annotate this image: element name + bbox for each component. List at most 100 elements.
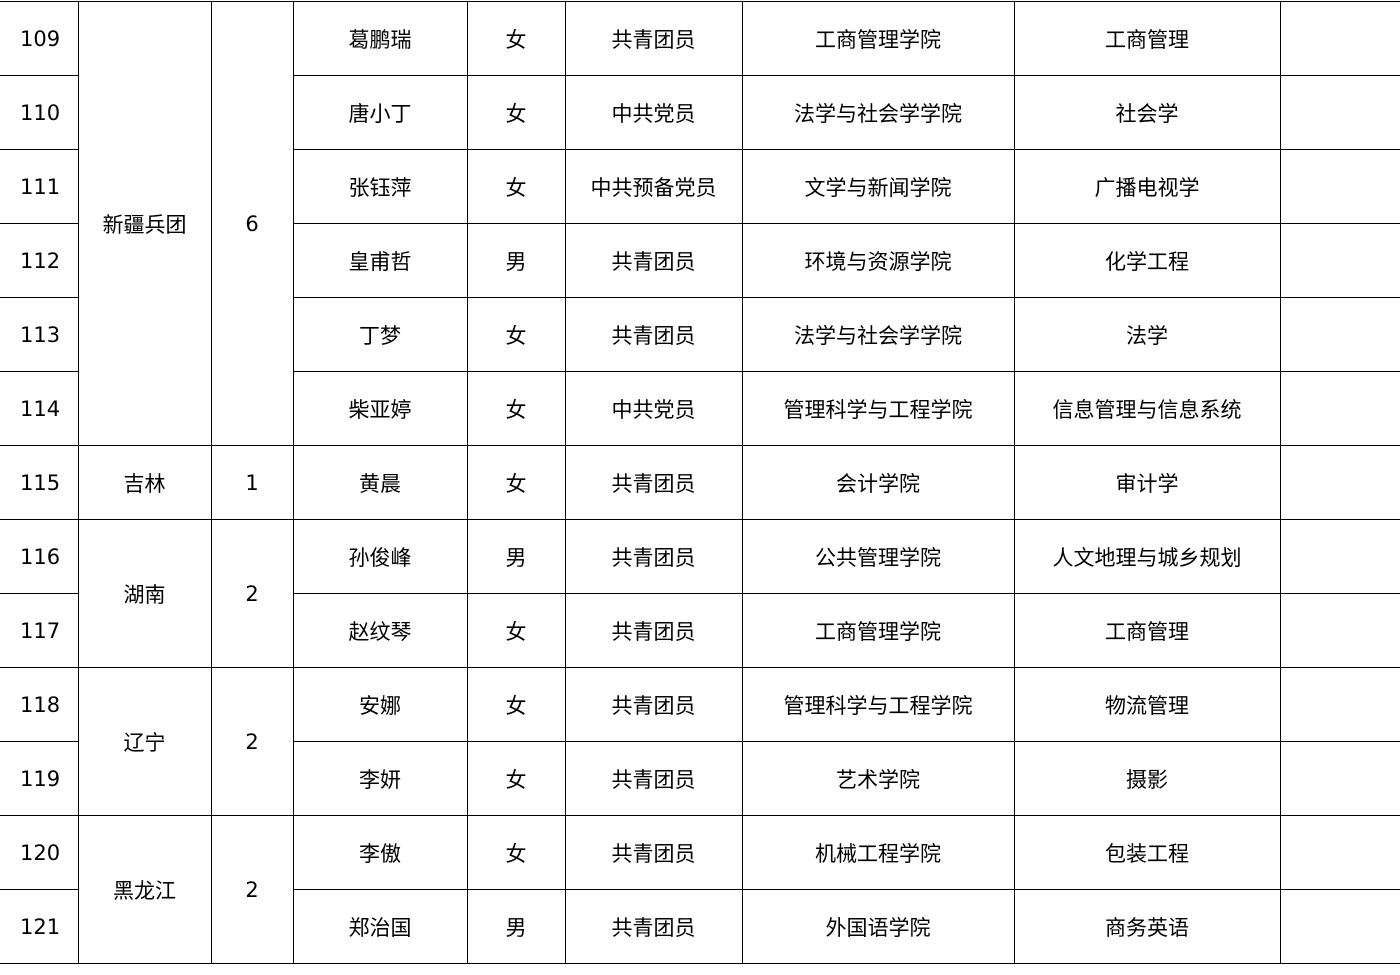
name-cell: 黄晨: [292, 445, 468, 520]
province-count-cell: 2: [210, 519, 294, 668]
college-cell: 法学与社会学学院: [741, 297, 1015, 372]
name-cell: 郑治国: [292, 889, 468, 964]
province-cell: 辽宁: [77, 667, 212, 816]
college-cell: 文学与新闻学院: [741, 149, 1015, 224]
province-count-cell: 1: [210, 445, 294, 520]
political-status-cell: 共青团员: [564, 593, 743, 668]
table-row: 115 吉林 1 黄晨女共青团员 会计学院 审计学: [0, 445, 1400, 520]
major-cell: 工商管理: [1013, 593, 1281, 668]
political-status-cell: 共青团员: [564, 223, 743, 298]
political-status-cell: 共青团员: [564, 1, 743, 76]
gender-cell: 女: [466, 667, 566, 742]
row-number: 114: [0, 371, 79, 446]
note-cell: [1279, 741, 1400, 816]
note-cell: [1279, 593, 1400, 668]
gender-cell: 男: [466, 889, 566, 964]
gender-cell: 女: [466, 371, 566, 446]
major-cell: 社会学: [1013, 75, 1281, 150]
note-cell: [1279, 667, 1400, 742]
row-number: 115: [0, 445, 79, 520]
province-cell: 新疆兵团: [77, 1, 212, 446]
note-cell: [1279, 889, 1400, 964]
note-cell: [1279, 149, 1400, 224]
name-cell: 唐小丁: [292, 75, 468, 150]
gender-cell: 女: [466, 815, 566, 890]
major-cell: 广播电视学: [1013, 149, 1281, 224]
political-status-cell: 共青团员: [564, 519, 743, 594]
province-count-cell: 2: [210, 667, 294, 816]
college-cell: 法学与社会学学院: [741, 75, 1015, 150]
table-row: 117 赵纹琴女共青团员 工商管理学院 工商管理: [0, 593, 1400, 668]
gender-cell: 女: [466, 741, 566, 816]
name-cell: 葛鹏瑞: [292, 1, 468, 76]
row-number: 119: [0, 741, 79, 816]
major-cell: 物流管理: [1013, 667, 1281, 742]
college-cell: 管理科学与工程学院: [741, 371, 1015, 446]
name-cell: 赵纹琴: [292, 593, 468, 668]
name-cell: 孙俊峰: [292, 519, 468, 594]
province-cell: 湖南: [77, 519, 212, 668]
college-cell: 工商管理学院: [741, 593, 1015, 668]
table-row: 109 新疆兵团 6 葛鹏瑞女共青团员 工商管理学院 工商管理: [0, 1, 1400, 446]
name-cell: 皇甫哲: [292, 223, 468, 298]
major-cell: 审计学: [1013, 445, 1281, 520]
gender-cell: 女: [466, 75, 566, 150]
college-cell: 外国语学院: [741, 889, 1015, 964]
note-cell: [1279, 223, 1400, 298]
major-cell: 包装工程: [1013, 815, 1281, 890]
major-cell: 人文地理与城乡规划: [1013, 519, 1281, 594]
name-cell: 丁梦: [292, 297, 468, 372]
province-cell: 吉林: [77, 445, 212, 520]
college-cell: 艺术学院: [741, 741, 1015, 816]
table-row: 119 李妍女共青团员 艺术学院 摄影: [0, 741, 1400, 816]
row-number: 121: [0, 889, 79, 964]
table-row: 121 郑治国男共青团员 外国语学院 商务英语: [0, 889, 1400, 964]
major-cell: 商务英语: [1013, 889, 1281, 964]
major-cell: 化学工程: [1013, 223, 1281, 298]
name-cell: 李妍: [292, 741, 468, 816]
row-number: 112: [0, 223, 79, 298]
table-row: 113 丁梦女共青团员 法学与社会学学院 法学: [0, 297, 1400, 372]
table-row: 114 柴亚婷女中共党员 管理科学与工程学院 信息管理与信息系统: [0, 371, 1400, 446]
political-status-cell: 中共党员: [564, 371, 743, 446]
row-number: 116: [0, 519, 79, 594]
row-number: 118: [0, 667, 79, 742]
major-cell: 工商管理: [1013, 1, 1281, 76]
table-row: 118 辽宁 2 安娜女共青团员 管理科学与工程学院 物流管理: [0, 667, 1400, 816]
gender-cell: 男: [466, 519, 566, 594]
college-cell: 工商管理学院: [741, 1, 1015, 76]
note-cell: [1279, 75, 1400, 150]
political-status-cell: 共青团员: [564, 667, 743, 742]
province-cell: 黑龙江: [77, 815, 212, 964]
gender-cell: 女: [466, 297, 566, 372]
gender-cell: 女: [466, 1, 566, 76]
row-number: 113: [0, 297, 79, 372]
gender-cell: 女: [466, 149, 566, 224]
political-status-cell: 共青团员: [564, 445, 743, 520]
note-cell: [1279, 815, 1400, 890]
gender-cell: 女: [466, 445, 566, 520]
table-row: 111 张钰萍女中共预备党员 文学与新闻学院 广播电视学: [0, 149, 1400, 224]
row-number: 117: [0, 593, 79, 668]
college-cell: 会计学院: [741, 445, 1015, 520]
row-number: 110: [0, 75, 79, 150]
college-cell: 机械工程学院: [741, 815, 1015, 890]
major-cell: 信息管理与信息系统: [1013, 371, 1281, 446]
table-row: 116 湖南 2 孙俊峰男共青团员 公共管理学院 人文地理与城乡规划: [0, 519, 1400, 668]
political-status-cell: 共青团员: [564, 297, 743, 372]
political-status-cell: 共青团员: [564, 815, 743, 890]
political-status-cell: 中共预备党员: [564, 149, 743, 224]
college-cell: 公共管理学院: [741, 519, 1015, 594]
row-number: 120: [0, 815, 79, 890]
row-number: 111: [0, 149, 79, 224]
political-status-cell: 共青团员: [564, 741, 743, 816]
college-cell: 环境与资源学院: [741, 223, 1015, 298]
province-count-cell: 2: [210, 815, 294, 964]
note-cell: [1279, 371, 1400, 446]
note-cell: [1279, 1, 1400, 76]
name-cell: 张钰萍: [292, 149, 468, 224]
gender-cell: 男: [466, 223, 566, 298]
table-row: 110 唐小丁女中共党员 法学与社会学学院 社会学: [0, 75, 1400, 150]
